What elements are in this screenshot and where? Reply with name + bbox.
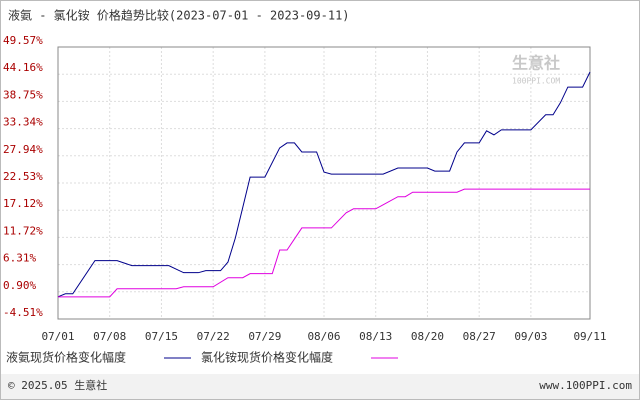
y-tick-label: 33.34%	[3, 116, 43, 129]
footer-bar	[1, 374, 639, 399]
x-tick-label: 08/20	[411, 330, 444, 343]
x-tick-label: 09/03	[514, 330, 547, 343]
watermark: 生意社	[512, 54, 560, 73]
x-tick-label: 07/29	[248, 330, 281, 343]
x-tick-label: 09/11	[573, 330, 606, 343]
y-tick-label: 38.75%	[3, 88, 43, 101]
x-tick-label: 07/01	[41, 330, 74, 343]
y-tick-label: 0.90%	[3, 279, 36, 292]
y-tick-label: 44.16%	[3, 61, 43, 74]
y-tick-label: 27.94%	[3, 143, 43, 156]
y-tick-label: 22.53%	[3, 170, 43, 183]
series-line	[57, 71, 591, 298]
y-tick-label: 11.72%	[3, 224, 43, 237]
series-line	[58, 188, 590, 298]
footer-left: © 2025.05 生意社	[8, 378, 107, 392]
y-tick-label: 6.31%	[3, 252, 36, 265]
y-tick-label: 17.12%	[3, 197, 43, 210]
x-tick-label: 08/06	[307, 330, 340, 343]
x-tick-label: 07/22	[197, 330, 230, 343]
x-tick-label: 07/15	[145, 330, 178, 343]
x-tick-label: 08/27	[463, 330, 496, 343]
legend-label: 氯化铵现货价格变化幅度	[201, 350, 333, 365]
plot-frame	[57, 46, 591, 320]
footer-right: www.100PPI.com	[539, 379, 632, 392]
legend-label: 液氨现货价格变化幅度	[6, 350, 126, 365]
chart-title: 液氨 - 氯化铵 价格趋势比较(2023-07-01 - 2023-09-11)	[8, 8, 350, 23]
y-tick-label: 49.57%	[3, 34, 43, 47]
x-tick-label: 07/08	[93, 330, 126, 343]
watermark-url: 100PPI.COM	[512, 77, 560, 86]
y-tick-label: -4.51%	[3, 306, 43, 319]
x-tick-label: 08/13	[359, 330, 392, 343]
